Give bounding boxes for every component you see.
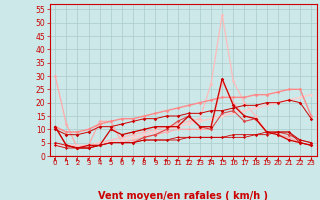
X-axis label: Vent moyen/en rafales ( km/h ): Vent moyen/en rafales ( km/h )	[98, 191, 268, 200]
